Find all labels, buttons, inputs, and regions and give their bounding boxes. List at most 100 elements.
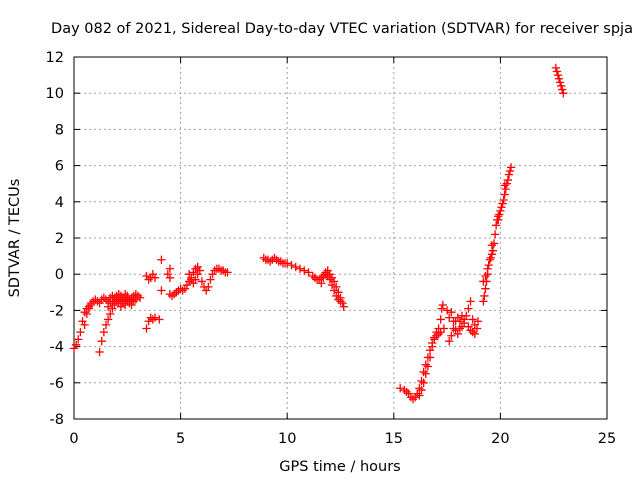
data-point [396,384,405,393]
data-point [131,295,140,304]
data-point [287,261,296,270]
data-point [487,250,497,259]
data-point [506,163,516,172]
data-point [295,264,305,273]
data-point [498,199,507,208]
data-point [99,327,108,337]
data-point [193,270,202,279]
data-point [555,78,565,87]
data-point [499,195,508,205]
data-point [436,315,445,324]
data-point [468,315,477,324]
data-point [197,277,207,286]
chart-title: Day 082 of 2021, Sidereal Day-to-day VTE… [51,21,633,37]
data-point [135,293,145,302]
data-point [554,74,564,83]
y-tick-label: 8 [55,122,64,138]
data-point [436,327,445,337]
data-point [553,70,563,80]
data-point [150,313,160,322]
data-point [495,210,504,219]
data-point [325,275,334,284]
data-point [437,304,446,313]
data-point [157,255,166,264]
data-point [496,206,505,215]
data-point [336,297,345,306]
data-point [157,286,166,295]
data-point [455,324,465,333]
data-point [447,331,456,340]
data-point [223,268,232,277]
data-point [184,270,194,279]
data-point [480,291,489,301]
data-point [551,63,560,73]
data-point [442,306,452,315]
y-tick-label: 2 [55,231,64,247]
x-axis-label: GPS time / hours [279,459,400,475]
data-point [504,170,514,179]
x-tick-label: 25 [598,431,616,447]
data-point [445,313,454,322]
data-point [447,308,456,317]
data-point [317,279,326,288]
x-tick-label: 0 [69,431,78,447]
data-point [327,280,337,290]
data-point [438,300,447,310]
data-point [97,337,106,346]
data-point [419,378,428,387]
data-point [494,215,503,225]
data-point [116,302,126,311]
data-point [558,85,567,94]
data-point [86,300,96,310]
data-point [503,175,513,185]
data-point [466,297,475,306]
data-point [103,315,113,324]
data-point [500,181,509,190]
data-point [479,297,488,306]
data-point [439,324,449,333]
data-point [423,362,433,371]
data-point [559,89,568,98]
y-tick-label: 4 [55,195,64,211]
data-point [155,315,164,324]
data-point [505,166,515,176]
data-point [464,304,473,313]
data-point [453,329,462,339]
data-point [425,353,435,362]
data-point [428,342,437,351]
x-tick-label: 10 [278,431,296,447]
y-tick-label: 0 [55,267,64,283]
y-tick-label: -4 [50,340,64,356]
data-point [82,309,91,319]
data-points [69,63,568,404]
x-tick-label: 5 [176,431,185,447]
x-tick-label: 15 [385,431,403,447]
data-point [473,317,483,326]
y-axis-label: SDTVAR / TECUs [7,179,23,298]
data-point [487,241,497,250]
data-point [204,282,213,292]
data-point [415,391,424,400]
data-point [165,273,175,282]
data-point [481,271,490,281]
data-point [165,264,175,273]
grid-lines [74,57,607,419]
data-point [80,320,89,330]
data-point [74,335,83,344]
y-tick-label: 6 [55,159,64,175]
data-point [468,327,477,337]
data-point [206,275,215,284]
data-point [150,273,160,282]
axis-ticks: 0 5 10 15 20 25 -8 -6 -4 -2 0 2 4 6 8 10 12 [46,50,617,447]
data-point [417,385,426,395]
y-tick-label: 12 [46,50,64,66]
data-point [329,286,339,295]
data-point [490,230,500,239]
data-point [106,309,115,319]
data-point [76,327,85,337]
data-point [501,184,510,194]
data-point [291,262,300,272]
data-point [500,190,509,199]
